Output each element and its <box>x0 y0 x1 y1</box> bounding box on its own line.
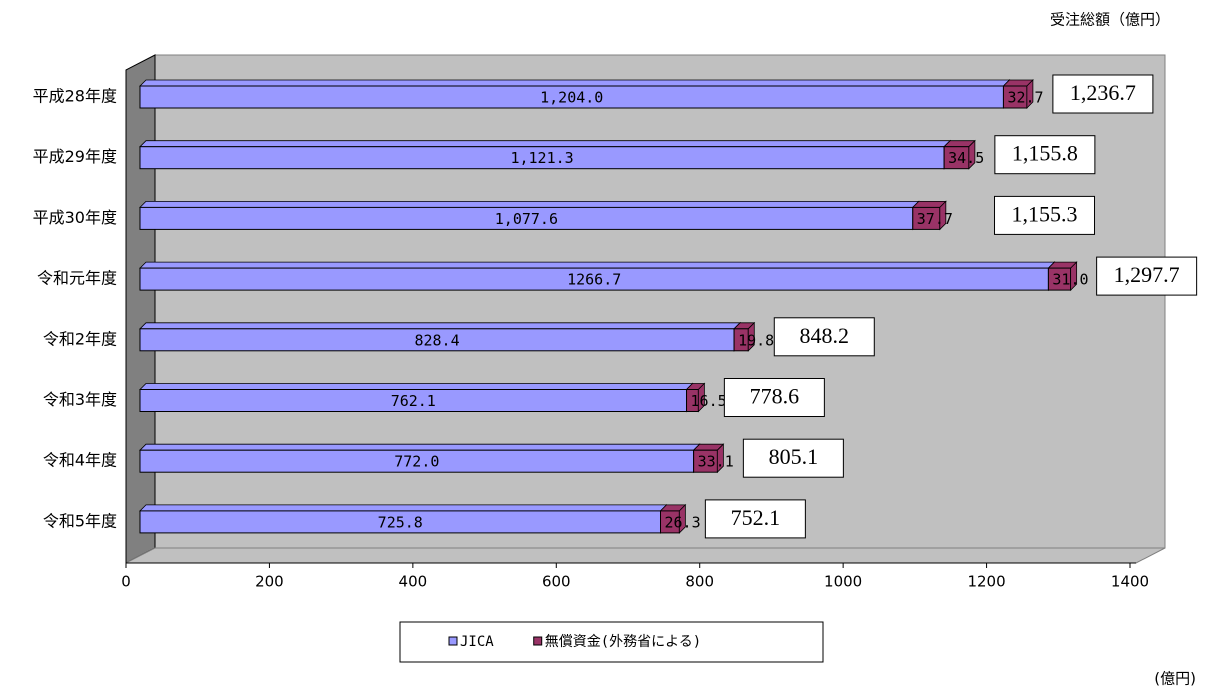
bar-end <box>968 139 976 170</box>
y-tick-label: 平成29年度 <box>33 147 117 166</box>
x-tick-label: 600 <box>542 573 571 591</box>
x-tick-label: 1000 <box>824 573 862 591</box>
y-tick-label: 令和5年度 <box>43 511 117 530</box>
y-tick-label: 令和3年度 <box>43 390 117 409</box>
back-wall <box>154 54 1166 549</box>
total-box <box>1096 256 1198 296</box>
total-label: 778.6 <box>750 384 800 409</box>
value-label: 32.7 <box>1007 89 1043 107</box>
value-label: 37.7 <box>917 210 953 228</box>
bar-end <box>1070 261 1078 292</box>
value-label: 33.1 <box>698 453 734 471</box>
legend-label: JICA <box>460 634 494 650</box>
value-label: 1,121.3 <box>510 149 573 167</box>
legend-label: 無償資金(外務省による) <box>545 634 701 650</box>
y-tick-label: 平成28年度 <box>33 87 117 106</box>
value-label: 31.0 <box>1052 271 1088 289</box>
value-label: 16.5 <box>691 392 727 410</box>
total-label: 805.1 <box>769 444 819 469</box>
value-label: 762.1 <box>391 392 436 410</box>
unit-label: 受注総額（億円） <box>1050 11 1170 29</box>
value-label: 725.8 <box>378 513 423 531</box>
total-label: 1,236.7 <box>1070 80 1136 105</box>
total-label: 752.1 <box>731 505 781 530</box>
side-wall <box>125 54 156 564</box>
bar-end <box>678 503 686 534</box>
x-tick-label: 1200 <box>967 573 1005 591</box>
value-label: 26.3 <box>665 513 701 531</box>
bar-top <box>139 261 1056 269</box>
total-box <box>1052 74 1154 114</box>
bar-end <box>697 382 705 413</box>
bar-top <box>139 322 742 330</box>
x-tick-label: 400 <box>399 573 428 591</box>
value-label: 772.0 <box>394 453 439 471</box>
total-box <box>994 195 1096 235</box>
y-tick-label: 令和元年度 <box>37 269 117 288</box>
bar-end <box>716 443 724 474</box>
value-label: 1,204.0 <box>540 89 603 107</box>
bar-top <box>139 79 1011 87</box>
total-label: 1,155.8 <box>1012 141 1078 166</box>
total-box <box>704 499 806 539</box>
total-label: 848.2 <box>800 323 850 348</box>
total-box <box>773 317 875 357</box>
x-tick-label: 0 <box>121 573 131 591</box>
value-label: 1266.7 <box>567 271 621 289</box>
value-label: 828.4 <box>414 331 459 349</box>
bar-top <box>139 443 701 451</box>
x-tick-label: 800 <box>685 573 714 591</box>
bar-top <box>139 504 668 512</box>
unit-note: (億円) <box>1154 670 1196 688</box>
value-label: 19.8 <box>738 331 774 349</box>
legend <box>399 621 824 663</box>
total-label: 1,155.3 <box>1012 201 1078 226</box>
value-label: 1,077.6 <box>495 210 558 228</box>
total-box <box>742 438 844 478</box>
x-tick-label: 1400 <box>1111 573 1149 591</box>
total-box <box>994 135 1096 175</box>
bar-end <box>1026 79 1034 109</box>
y-tick-label: 平成30年度 <box>33 208 117 227</box>
bar-top <box>139 140 952 148</box>
bar-top <box>139 383 694 390</box>
bar-top <box>139 200 920 208</box>
y-tick-label: 令和2年度 <box>43 329 117 348</box>
total-label: 1,297.7 <box>1114 262 1180 287</box>
floor <box>125 547 1166 564</box>
legend-swatch <box>448 636 458 646</box>
x-tick-label: 200 <box>255 573 284 591</box>
bar-end <box>747 321 755 352</box>
bar-end <box>939 200 947 231</box>
value-label: 34.5 <box>948 149 984 167</box>
y-tick-label: 令和4年度 <box>43 451 117 470</box>
total-box <box>723 378 825 417</box>
legend-swatch <box>533 636 543 646</box>
